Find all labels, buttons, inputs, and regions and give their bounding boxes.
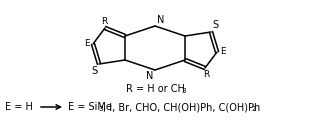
Text: R: R — [101, 17, 107, 26]
Text: E = SiMe: E = SiMe — [68, 102, 112, 112]
Text: 2: 2 — [251, 106, 256, 112]
Text: , I, Br, CHO, CH(OH)Ph, C(OH)Ph: , I, Br, CHO, CH(OH)Ph, C(OH)Ph — [103, 102, 260, 112]
Text: S: S — [92, 66, 98, 76]
Text: R: R — [203, 70, 209, 79]
Text: R = H or CH: R = H or CH — [126, 84, 184, 94]
Text: 3: 3 — [181, 88, 186, 94]
Text: E: E — [220, 47, 226, 57]
Text: S: S — [212, 20, 218, 30]
Text: E: E — [84, 39, 90, 49]
Text: 3: 3 — [98, 106, 103, 112]
Text: E = H: E = H — [5, 102, 33, 112]
Text: N: N — [146, 71, 153, 81]
Text: N: N — [157, 15, 164, 25]
